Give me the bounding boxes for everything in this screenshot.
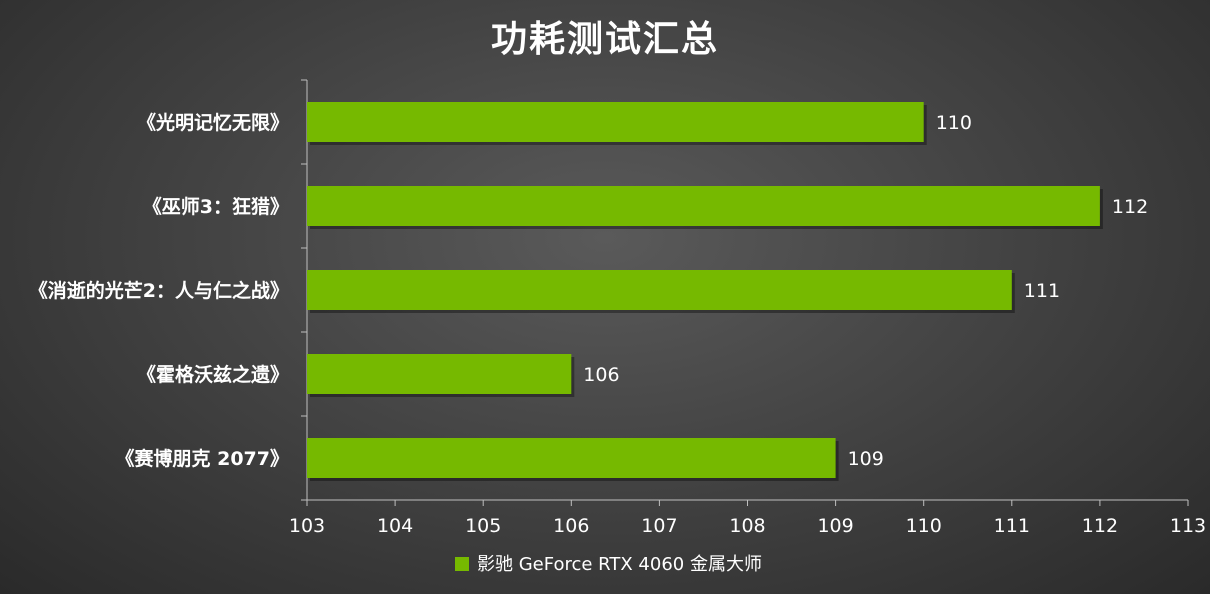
x-tick-label: 112	[1082, 515, 1118, 537]
category-label: 《光明记忆无限》	[137, 111, 289, 134]
x-tick-label: 108	[729, 515, 765, 537]
x-tick-label: 103	[289, 515, 325, 537]
bar	[307, 102, 924, 142]
data-label: 109	[848, 448, 884, 470]
category-label: 《赛博朋克 2077》	[116, 447, 290, 470]
bar	[307, 354, 572, 394]
x-tick-label: 109	[817, 515, 853, 537]
x-tick-label: 106	[553, 515, 589, 537]
x-tick-label: 104	[377, 515, 413, 537]
legend-swatch	[455, 557, 469, 571]
bar	[307, 270, 1012, 310]
x-tick-label: 107	[641, 515, 677, 537]
x-tick-label: 105	[465, 515, 501, 537]
data-label: 106	[583, 364, 619, 386]
data-label: 110	[936, 112, 972, 134]
x-tick-label: 113	[1170, 515, 1206, 537]
category-label: 《消逝的光芒2：人与仁之战》	[29, 279, 289, 302]
bar	[307, 438, 836, 478]
bar	[307, 186, 1100, 226]
x-tick-label: 110	[906, 515, 942, 537]
data-label: 112	[1112, 196, 1148, 218]
category-label: 《霍格沃兹之遗》	[137, 363, 289, 386]
data-label: 111	[1024, 280, 1060, 302]
chart-title: 功耗测试汇总	[490, 19, 719, 60]
legend-label: 影驰 GeForce RTX 4060 金属大师	[477, 554, 762, 575]
category-label: 《巫师3：狂猎》	[143, 195, 289, 218]
x-tick-label: 111	[994, 515, 1030, 537]
